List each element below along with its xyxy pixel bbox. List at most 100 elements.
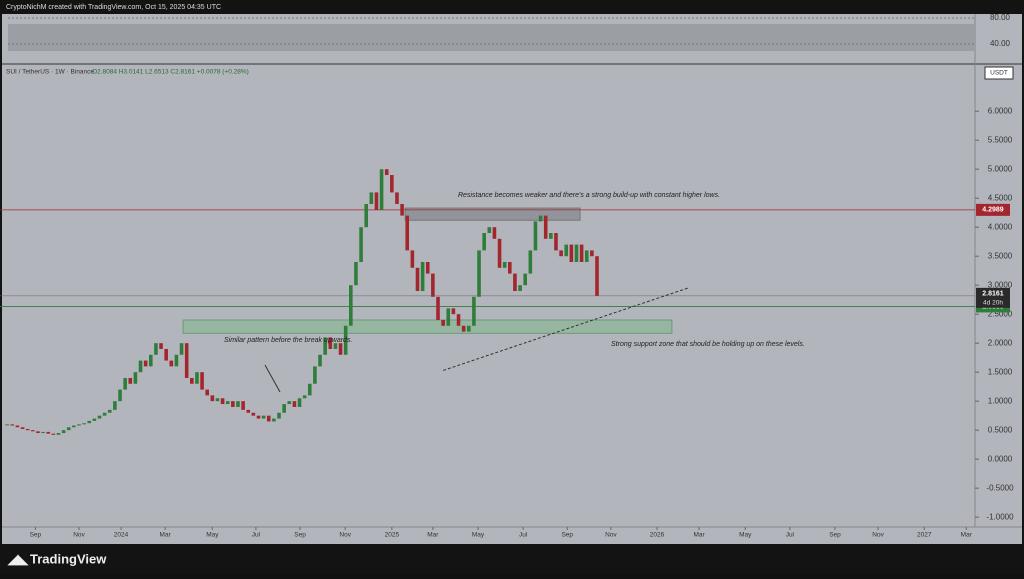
annotation: Resistance becomes weaker and there's a …	[458, 192, 720, 199]
candle	[241, 401, 245, 410]
candle	[266, 415, 271, 422]
candle	[277, 412, 281, 419]
resistance-price: 4.2989	[982, 207, 1004, 214]
x-tick-label: Nov	[73, 532, 85, 539]
candle	[395, 192, 399, 205]
candle	[313, 366, 317, 384]
candle	[564, 244, 569, 257]
candle	[20, 427, 25, 430]
candle	[584, 250, 589, 262]
y-tick-label: 3.5000	[988, 251, 1013, 260]
logo-icon: ◢◣	[7, 551, 29, 566]
candle	[246, 409, 251, 413]
y-tick-label: 1.0000	[988, 396, 1013, 405]
currency: USDT	[990, 70, 1008, 77]
x-tick-label: Jul	[252, 532, 261, 539]
candle	[292, 401, 297, 407]
last-price: 2.8161	[982, 291, 1004, 298]
candle	[497, 238, 502, 268]
candle	[590, 250, 594, 257]
credit: CryptoNichM created with TradingView.com…	[6, 4, 221, 11]
candle	[236, 401, 240, 407]
x-tick-label: Sep	[30, 532, 42, 539]
candle	[472, 296, 476, 326]
rsi-band	[8, 24, 975, 51]
x-tick-label: May	[472, 532, 485, 539]
candle	[179, 343, 184, 355]
candle	[436, 296, 440, 320]
candle	[364, 204, 368, 228]
candle	[31, 430, 35, 432]
x-tick-label: Nov	[339, 532, 351, 539]
candle	[343, 325, 348, 355]
x-tick-label: 2026	[650, 532, 665, 539]
candle	[420, 261, 425, 291]
zone	[182, 319, 673, 334]
candle	[297, 398, 302, 407]
candle	[77, 424, 81, 426]
candle	[5, 424, 9, 426]
candle	[451, 308, 456, 315]
resistance-price-box	[976, 203, 1010, 216]
candle	[523, 273, 527, 286]
x-tick-label: 2025	[385, 532, 400, 539]
x-tick-label: Mar	[693, 532, 705, 539]
x-tick-label: Jul	[786, 532, 795, 539]
candle	[66, 427, 71, 431]
x-tick-label: 2024	[114, 532, 129, 539]
candle	[487, 227, 492, 234]
candle	[508, 261, 512, 274]
y-tick-label: 0.5000	[988, 425, 1013, 434]
annotation-arrow	[264, 364, 281, 393]
candle	[282, 404, 286, 413]
candle	[184, 343, 189, 378]
candle	[538, 215, 543, 222]
candle	[502, 261, 507, 268]
candle	[354, 261, 358, 286]
candle	[374, 192, 379, 210]
x-tick-label: Sep	[294, 532, 306, 539]
y-tick-label: 6.0000	[988, 106, 1013, 115]
candle	[15, 425, 20, 428]
candle	[51, 433, 56, 435]
candle	[431, 273, 435, 297]
candle	[133, 372, 138, 384]
candle	[205, 389, 210, 396]
candle	[169, 360, 174, 367]
candle	[225, 401, 230, 405]
rsi-tick-label: 40.00	[990, 39, 1011, 48]
candle	[379, 169, 384, 210]
candle	[579, 244, 584, 262]
candle	[549, 233, 553, 239]
logo: TradingView	[30, 551, 107, 566]
candle	[195, 372, 199, 384]
candle	[513, 273, 517, 291]
ohlc: O2.8084 H3.0141 L2.6513 C2.8161 +0.0078 …	[92, 69, 249, 76]
candle	[302, 395, 307, 399]
candle	[61, 430, 66, 434]
y-tick-label: 0.0000	[988, 454, 1013, 463]
candle	[102, 412, 107, 416]
y-tick-label: 4.5000	[988, 193, 1013, 202]
candle	[10, 424, 15, 426]
y-tick-label: 5.5000	[988, 135, 1013, 144]
candle	[87, 420, 92, 424]
candle	[307, 383, 312, 396]
candle	[518, 285, 522, 291]
candle	[190, 377, 194, 384]
y-tick-label: -1.0000	[986, 512, 1014, 521]
candle	[148, 354, 153, 367]
x-tick-label: May	[206, 532, 219, 539]
y-tick-label: 2.0000	[988, 338, 1013, 347]
candle	[272, 418, 276, 422]
candle	[533, 221, 538, 251]
x-tick-label: Sep	[561, 532, 573, 539]
candle	[56, 433, 61, 435]
candle	[477, 250, 481, 297]
candle	[231, 401, 235, 407]
x-tick-label: Mar	[961, 532, 973, 539]
trendline	[442, 287, 688, 371]
candle	[574, 244, 579, 262]
candle	[595, 256, 599, 296]
